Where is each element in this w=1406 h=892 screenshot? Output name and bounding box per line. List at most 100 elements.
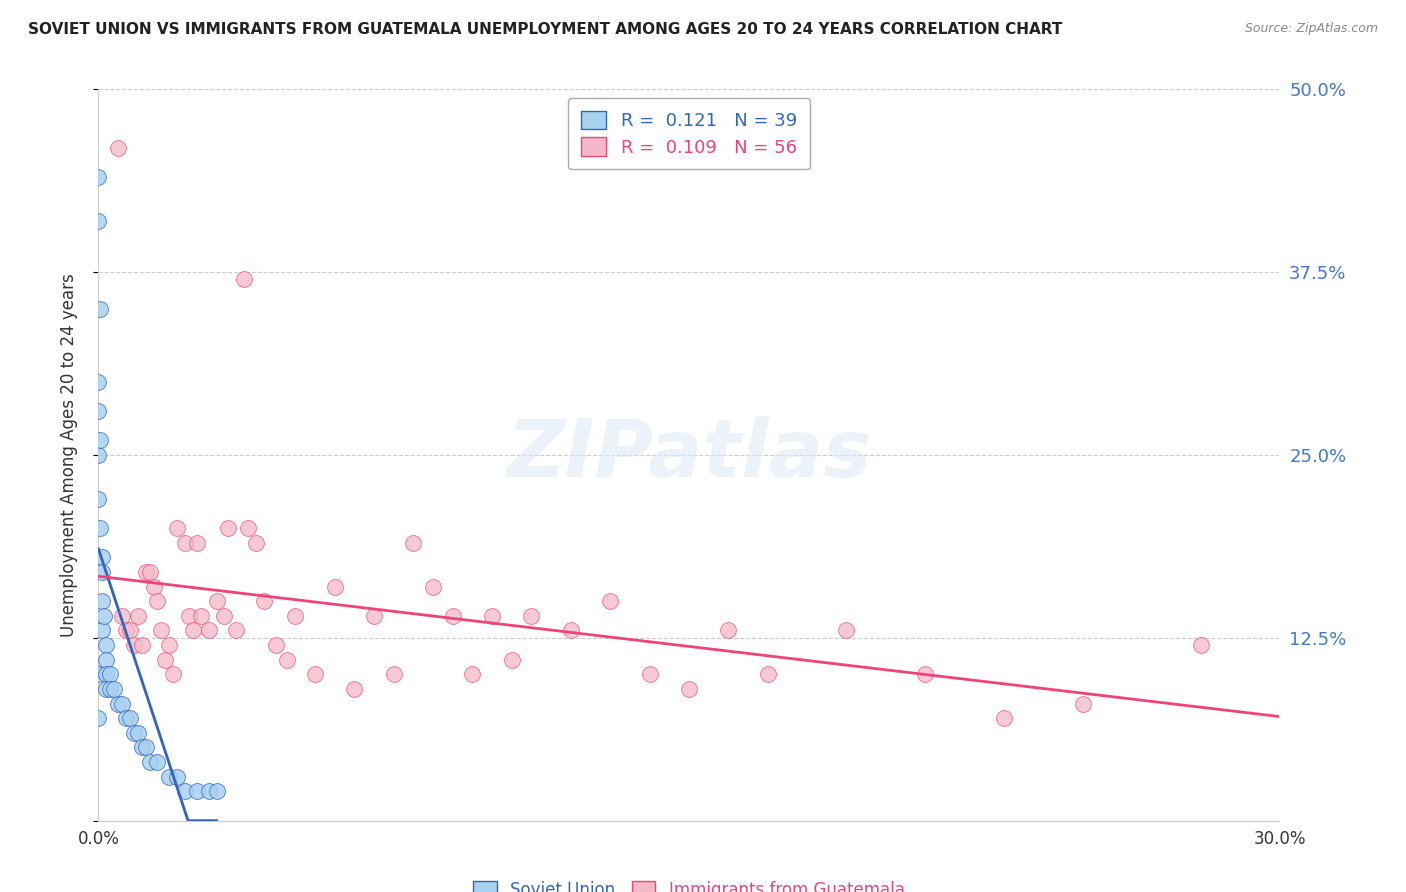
Point xyxy=(186,535,208,549)
Point xyxy=(756,667,779,681)
Point xyxy=(233,272,256,286)
Point xyxy=(118,624,141,638)
Point xyxy=(103,681,125,696)
Text: ZIPatlas: ZIPatlas xyxy=(506,416,872,494)
Point xyxy=(91,594,114,608)
Point xyxy=(197,624,219,638)
Legend: Soviet Union, Immigrants from Guatemala: Soviet Union, Immigrants from Guatemala xyxy=(465,873,912,892)
Point xyxy=(1189,638,1212,652)
Point xyxy=(205,594,228,608)
Point xyxy=(155,653,177,667)
Point xyxy=(520,608,543,623)
Point xyxy=(89,434,111,448)
Text: Source: ZipAtlas.com: Source: ZipAtlas.com xyxy=(1244,22,1378,36)
Point xyxy=(98,667,121,681)
Point xyxy=(93,608,115,623)
Point xyxy=(382,667,405,681)
Point xyxy=(214,608,236,623)
Point xyxy=(441,608,464,623)
Point xyxy=(162,667,184,681)
Point xyxy=(107,141,129,155)
Point xyxy=(138,565,160,579)
Point xyxy=(135,565,157,579)
Point xyxy=(87,214,110,228)
Point xyxy=(131,740,153,755)
Point xyxy=(98,681,121,696)
Point xyxy=(678,681,700,696)
Point xyxy=(304,667,326,681)
Point xyxy=(111,608,134,623)
Point xyxy=(96,667,118,681)
Point xyxy=(107,697,129,711)
Point xyxy=(150,624,173,638)
Point xyxy=(89,521,111,535)
Point xyxy=(127,608,149,623)
Point xyxy=(835,624,858,638)
Point xyxy=(146,755,169,769)
Point xyxy=(343,681,366,696)
Point xyxy=(87,375,110,389)
Point xyxy=(1071,697,1094,711)
Point xyxy=(245,535,267,549)
Point xyxy=(276,653,298,667)
Point xyxy=(402,535,425,549)
Point xyxy=(135,740,157,755)
Point xyxy=(217,521,239,535)
Point xyxy=(205,784,228,798)
Point xyxy=(461,667,484,681)
Point xyxy=(87,169,110,184)
Point xyxy=(481,608,503,623)
Point xyxy=(190,608,212,623)
Point xyxy=(96,638,118,652)
Point xyxy=(422,580,444,594)
Point xyxy=(87,448,110,462)
Point xyxy=(225,624,247,638)
Point xyxy=(264,638,287,652)
Point xyxy=(236,521,259,535)
Point xyxy=(174,535,197,549)
Point xyxy=(166,521,188,535)
Point xyxy=(111,697,134,711)
Point xyxy=(177,608,200,623)
Point xyxy=(166,770,188,784)
Point xyxy=(599,594,621,608)
Point xyxy=(914,667,936,681)
Point xyxy=(146,594,169,608)
Point xyxy=(91,624,114,638)
Point xyxy=(127,726,149,740)
Point xyxy=(284,608,307,623)
Point xyxy=(115,711,138,725)
Point xyxy=(118,711,141,725)
Point xyxy=(186,784,208,798)
Point xyxy=(142,580,165,594)
Point xyxy=(157,638,180,652)
Point xyxy=(501,653,523,667)
Point xyxy=(87,711,110,725)
Point xyxy=(96,681,118,696)
Point xyxy=(87,667,110,681)
Point xyxy=(138,755,160,769)
Point xyxy=(717,624,740,638)
Point xyxy=(91,550,114,565)
Point xyxy=(96,653,118,667)
Point xyxy=(174,784,197,798)
Point xyxy=(638,667,661,681)
Point xyxy=(87,404,110,418)
Point xyxy=(122,638,145,652)
Text: SOVIET UNION VS IMMIGRANTS FROM GUATEMALA UNEMPLOYMENT AMONG AGES 20 TO 24 YEARS: SOVIET UNION VS IMMIGRANTS FROM GUATEMAL… xyxy=(28,22,1063,37)
Point xyxy=(157,770,180,784)
Point xyxy=(91,565,114,579)
Point xyxy=(115,624,138,638)
Point xyxy=(363,608,385,623)
Point xyxy=(181,624,204,638)
Point xyxy=(122,726,145,740)
Y-axis label: Unemployment Among Ages 20 to 24 years: Unemployment Among Ages 20 to 24 years xyxy=(59,273,77,637)
Point xyxy=(253,594,276,608)
Point xyxy=(560,624,582,638)
Point xyxy=(131,638,153,652)
Point xyxy=(197,784,219,798)
Point xyxy=(89,301,111,316)
Point xyxy=(993,711,1015,725)
Point xyxy=(323,580,346,594)
Point xyxy=(87,491,110,506)
